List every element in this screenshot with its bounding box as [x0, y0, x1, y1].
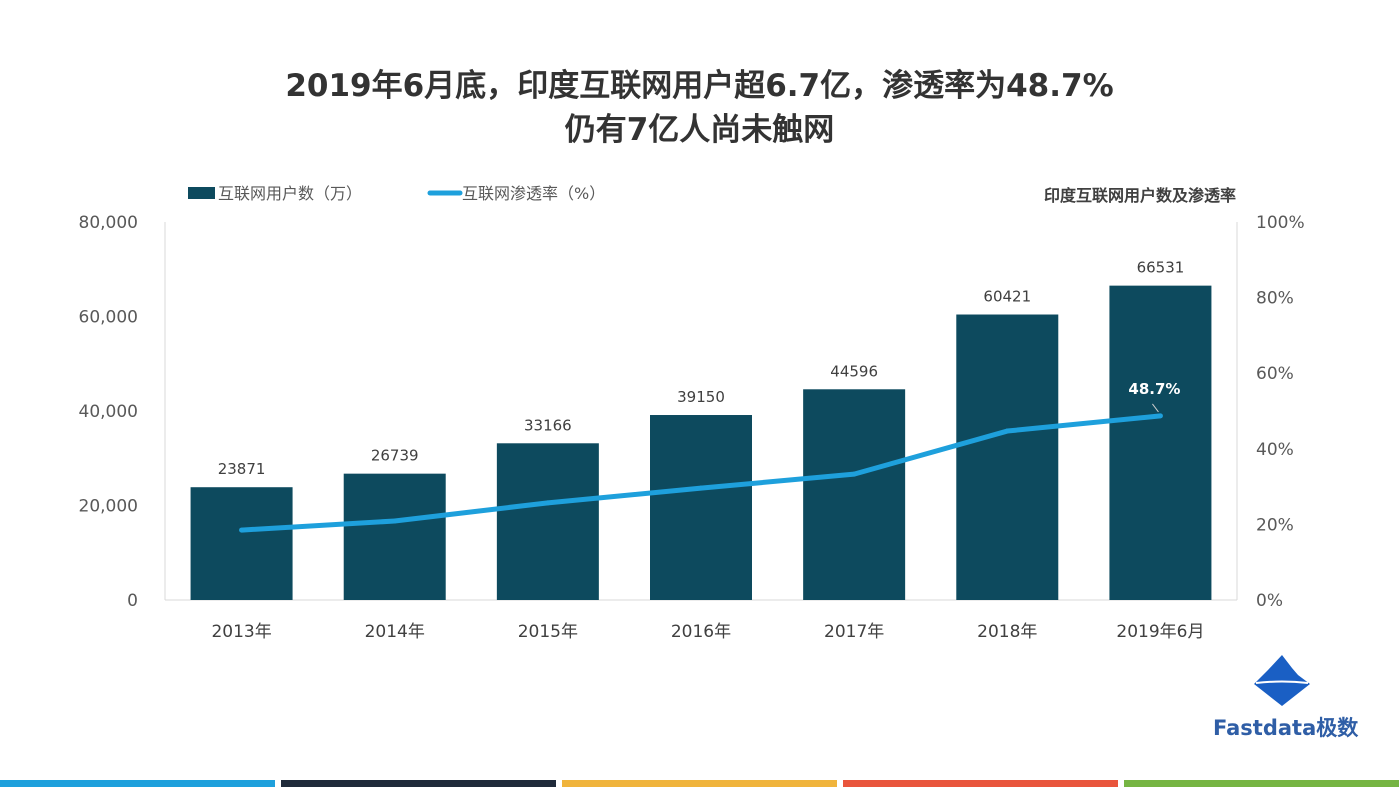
- line-point: [545, 500, 551, 506]
- data-label-leader: [1152, 403, 1159, 413]
- x-tick-label: 2015年: [518, 622, 578, 642]
- right-tick-label: 0%: [1256, 591, 1283, 611]
- legend-bar-swatch: [188, 187, 215, 199]
- x-tick-label: 2017年: [824, 622, 884, 642]
- line-point: [392, 518, 398, 524]
- bar-data-label: 66531: [1137, 259, 1185, 277]
- bar: [1109, 285, 1212, 600]
- right-tick-label: 60%: [1256, 364, 1294, 384]
- bar: [343, 473, 446, 600]
- x-tick-label: 2013年: [211, 622, 271, 642]
- line-point: [1157, 413, 1163, 419]
- logo-text: Fastdata极数: [1213, 716, 1359, 740]
- bar: [956, 314, 1059, 600]
- right-tick-label: 40%: [1256, 440, 1294, 460]
- left-tick-label: 0: [127, 591, 138, 611]
- bottom-stripe: [281, 780, 556, 787]
- bar: [803, 389, 906, 600]
- bar-data-label: 60421: [983, 288, 1031, 306]
- bar: [496, 443, 599, 600]
- line-data-label: 48.7%: [1128, 380, 1180, 398]
- x-tick-label: 2019年6月: [1116, 622, 1204, 642]
- bar-data-label: 26739: [371, 447, 419, 465]
- line-point: [698, 485, 704, 491]
- bottom-stripe: [1124, 780, 1399, 787]
- right-tick-label: 100%: [1256, 213, 1305, 233]
- bar-data-label: 23871: [218, 460, 266, 478]
- line-point: [851, 471, 857, 477]
- bar-data-label: 44596: [830, 362, 878, 380]
- x-tick-label: 2018年: [977, 622, 1037, 642]
- title-line-2: 仍有7亿人尚未触网: [564, 112, 835, 148]
- right-tick-label: 80%: [1256, 289, 1294, 309]
- line-point: [1004, 428, 1010, 434]
- right-tick-label: 20%: [1256, 515, 1294, 535]
- title-line-1: 2019年6月底，印度互联网用户超6.7亿，渗透率为48.7%: [285, 68, 1114, 104]
- left-tick-label: 20,000: [79, 497, 138, 517]
- bar: [190, 487, 293, 600]
- line-point: [239, 527, 245, 533]
- bottom-stripe: [0, 780, 275, 787]
- bar: [650, 415, 752, 600]
- legend-bar-label: 互联网用户数（万）: [218, 184, 362, 203]
- chart-title: 印度互联网用户数及渗透率: [1044, 186, 1236, 205]
- x-tick-label: 2014年: [365, 622, 425, 642]
- legend-line-label: 互联网渗透率（%）: [462, 184, 605, 203]
- left-tick-label: 60,000: [79, 308, 138, 328]
- bar-data-label: 39150: [677, 388, 725, 406]
- left-tick-label: 80,000: [79, 213, 138, 233]
- left-tick-label: 40,000: [79, 402, 138, 422]
- bottom-stripe: [843, 780, 1118, 787]
- x-tick-label: 2016年: [671, 622, 731, 642]
- bar-data-label: 33166: [524, 416, 572, 434]
- bottom-stripe: [562, 780, 837, 787]
